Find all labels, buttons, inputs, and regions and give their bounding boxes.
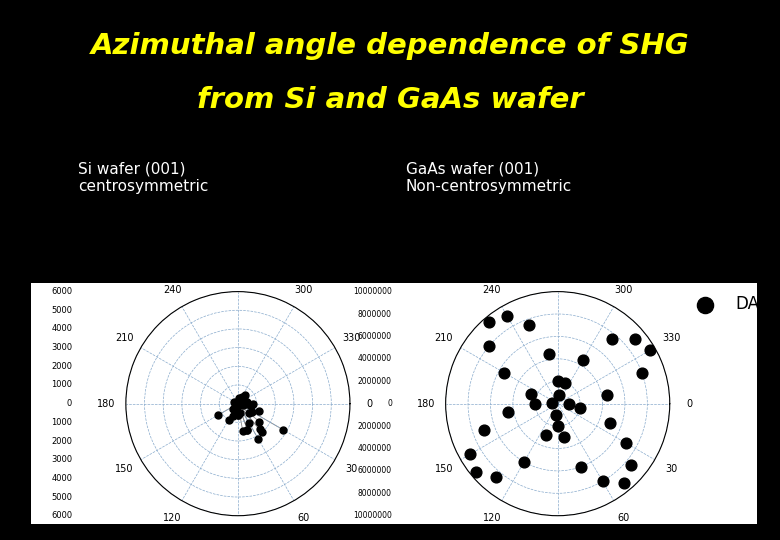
DATA <box>550 410 562 419</box>
Point <box>243 409 256 417</box>
Point <box>212 410 225 419</box>
Point <box>241 400 254 408</box>
DATA <box>625 461 637 469</box>
Text: 6000000: 6000000 <box>358 332 392 341</box>
DATA <box>636 369 648 377</box>
Point <box>246 408 259 416</box>
DATA <box>529 400 541 408</box>
Point <box>241 426 254 434</box>
Point <box>256 428 268 436</box>
DATA <box>470 468 482 476</box>
DATA <box>618 478 630 487</box>
DATA <box>559 379 572 387</box>
Text: 2000: 2000 <box>51 362 73 371</box>
Point <box>277 426 289 434</box>
Point <box>222 415 235 424</box>
DATA <box>491 472 503 481</box>
Point <box>227 405 239 414</box>
DATA <box>518 457 530 466</box>
Text: 4000000: 4000000 <box>358 444 392 453</box>
Point <box>239 397 251 406</box>
Text: GaAs wafer (001)
Non-centrosymmetric: GaAs wafer (001) Non-centrosymmetric <box>406 162 572 194</box>
Text: 3000: 3000 <box>51 343 73 352</box>
Point <box>232 410 244 419</box>
Point <box>227 411 239 420</box>
Text: 0: 0 <box>67 399 73 408</box>
Point <box>254 425 266 434</box>
DATA <box>540 431 552 440</box>
Point <box>241 426 254 434</box>
DATA <box>553 390 566 399</box>
Point <box>235 397 247 406</box>
DATA <box>464 450 477 458</box>
Text: Azimuthal angle dependence of SHG: Azimuthal angle dependence of SHG <box>90 32 690 60</box>
Legend: DATA: DATA <box>682 289 780 320</box>
DATA <box>483 318 495 326</box>
DATA <box>596 477 608 485</box>
Text: 0: 0 <box>387 399 392 408</box>
Text: 5000: 5000 <box>51 492 73 502</box>
DATA <box>525 390 537 399</box>
DATA <box>483 342 495 350</box>
Point <box>252 435 264 443</box>
Text: Si wafer (001)
centrosymmetric: Si wafer (001) centrosymmetric <box>78 162 208 194</box>
Point <box>239 391 251 400</box>
Point <box>254 417 266 426</box>
Text: 6000: 6000 <box>51 287 73 296</box>
Text: 2000: 2000 <box>51 436 73 446</box>
Text: from Si and GaAs wafer: from Si and GaAs wafer <box>197 86 583 114</box>
DATA <box>502 408 514 417</box>
Text: 10000000: 10000000 <box>353 287 392 296</box>
Point <box>243 418 255 427</box>
DATA <box>573 403 586 412</box>
DATA <box>619 438 632 447</box>
Text: 5000: 5000 <box>51 306 73 315</box>
Point <box>232 410 244 419</box>
DATA <box>546 399 558 407</box>
Point <box>236 396 249 405</box>
DATA <box>543 350 555 359</box>
Point <box>237 397 250 406</box>
DATA <box>551 422 564 430</box>
DATA <box>557 433 569 441</box>
Text: 2000000: 2000000 <box>358 422 392 430</box>
Text: 6000: 6000 <box>51 511 73 520</box>
Point <box>246 400 259 408</box>
Point <box>236 399 248 407</box>
Point <box>232 394 245 402</box>
Point <box>237 400 250 409</box>
Point <box>231 403 243 411</box>
Text: 1000: 1000 <box>51 381 73 389</box>
Text: 4000: 4000 <box>51 325 73 333</box>
Text: 4000: 4000 <box>51 474 73 483</box>
DATA <box>478 426 491 435</box>
Text: 6000000: 6000000 <box>358 467 392 475</box>
DATA <box>605 335 618 343</box>
Text: 1000: 1000 <box>51 418 73 427</box>
Point <box>229 402 241 410</box>
Point <box>233 396 246 404</box>
Point <box>241 397 254 406</box>
DATA <box>498 368 511 377</box>
DATA <box>551 377 564 386</box>
Point <box>236 393 248 402</box>
Text: 10000000: 10000000 <box>353 511 392 520</box>
DATA <box>576 356 589 364</box>
Point <box>233 409 246 417</box>
Text: 4000000: 4000000 <box>358 354 392 363</box>
DATA <box>574 462 587 471</box>
Text: 3000: 3000 <box>51 455 73 464</box>
Text: 8000000: 8000000 <box>358 489 392 498</box>
Point <box>245 402 257 410</box>
DATA <box>523 320 535 329</box>
DATA <box>604 418 616 427</box>
DATA <box>644 346 656 355</box>
DATA <box>601 390 614 399</box>
Point <box>229 398 241 407</box>
Text: 2000000: 2000000 <box>358 377 392 386</box>
DATA <box>501 312 513 321</box>
Text: 8000000: 8000000 <box>358 309 392 319</box>
Point <box>253 407 265 416</box>
DATA <box>629 334 641 343</box>
Point <box>236 427 249 436</box>
